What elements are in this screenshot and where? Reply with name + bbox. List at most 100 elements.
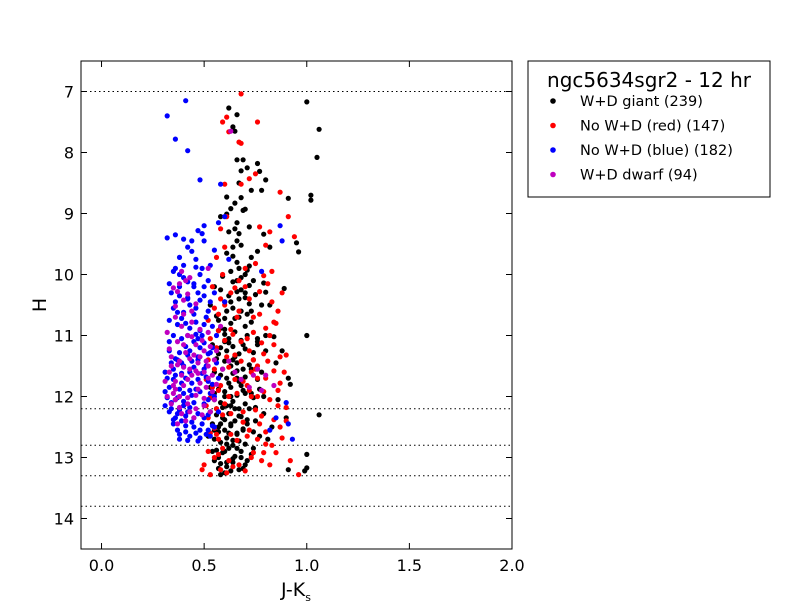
data-point	[172, 299, 178, 305]
data-point	[222, 401, 228, 407]
data-point	[240, 409, 246, 415]
data-point	[250, 445, 256, 451]
data-point	[193, 430, 199, 436]
y-tick-label: 14	[54, 510, 74, 529]
data-point	[166, 317, 172, 323]
data-point	[248, 187, 254, 193]
data-point	[238, 91, 244, 97]
data-point	[269, 442, 275, 448]
data-point	[193, 342, 199, 348]
data-point	[236, 278, 242, 284]
data-point	[179, 372, 185, 378]
data-point	[209, 323, 215, 329]
data-point	[238, 140, 244, 146]
data-point	[279, 348, 285, 354]
data-point	[193, 392, 199, 398]
data-point	[176, 431, 183, 437]
data-point	[238, 168, 244, 174]
data-point	[179, 411, 185, 417]
data-point	[205, 397, 211, 403]
data-point	[242, 401, 248, 407]
data-point	[183, 429, 189, 435]
data-point	[236, 351, 242, 357]
data-point	[181, 262, 187, 268]
data-point	[170, 332, 176, 339]
data-point	[246, 406, 252, 412]
data-point	[218, 421, 224, 427]
data-point	[176, 358, 183, 364]
data-point	[213, 431, 220, 437]
data-point	[232, 352, 238, 358]
data-point	[234, 157, 240, 163]
data-point	[218, 226, 224, 232]
data-point	[240, 419, 246, 425]
data-point	[183, 350, 189, 356]
data-point	[226, 105, 232, 111]
data-point	[185, 401, 191, 407]
data-point	[166, 346, 172, 352]
data-point	[228, 411, 234, 417]
data-point	[168, 354, 174, 360]
data-point	[166, 369, 172, 375]
data-point	[189, 334, 195, 340]
data-point	[257, 224, 263, 230]
legend-box	[527, 60, 771, 198]
data-point	[257, 311, 263, 317]
plot-area: 0.0 0.5 1.0 1.5 2.0 7 8 9 10 11 12 13 14	[54, 60, 525, 575]
data-point	[230, 442, 236, 448]
data-point	[174, 421, 181, 427]
data-point	[232, 200, 238, 206]
data-point	[201, 321, 207, 328]
data-point	[197, 427, 203, 433]
data-point	[228, 403, 234, 409]
data-point	[228, 421, 234, 427]
data-point	[170, 382, 176, 389]
data-point	[176, 393, 183, 400]
data-point	[238, 195, 244, 201]
data-point	[185, 395, 191, 401]
y-axis-label: H	[29, 298, 51, 312]
data-point	[205, 265, 211, 271]
data-point	[224, 441, 230, 447]
data-point	[254, 160, 261, 167]
data-point	[244, 421, 250, 427]
data-point	[209, 372, 215, 378]
data-point	[230, 124, 236, 130]
data-point	[224, 308, 230, 314]
data-point	[183, 423, 189, 429]
data-point	[242, 390, 248, 396]
data-point	[228, 290, 234, 296]
data-point	[187, 275, 193, 281]
data-point	[228, 268, 234, 274]
data-point	[207, 343, 213, 350]
y-tick-label: 10	[54, 266, 74, 285]
data-point	[199, 421, 205, 427]
data-point	[174, 289, 181, 295]
data-point	[164, 235, 170, 241]
data-point	[170, 285, 176, 291]
data-point	[248, 308, 254, 314]
data-point	[259, 187, 265, 193]
data-point	[287, 381, 293, 387]
data-point	[291, 234, 297, 240]
data-point	[199, 332, 205, 339]
data-point	[259, 268, 265, 274]
data-point	[162, 389, 168, 395]
data-point	[197, 271, 203, 278]
data-point	[189, 419, 195, 425]
data-point	[195, 336, 201, 342]
data-point	[209, 389, 215, 395]
data-point	[205, 427, 211, 433]
data-point	[176, 404, 183, 411]
x-tick-label: 2.0	[499, 556, 524, 575]
data-point	[242, 323, 248, 329]
data-point	[273, 450, 279, 456]
data-point	[185, 291, 191, 297]
data-point	[193, 264, 199, 270]
data-point	[170, 421, 176, 427]
data-point	[242, 290, 248, 296]
series-4	[162, 128, 277, 427]
data-point	[275, 403, 281, 409]
data-point	[220, 366, 226, 372]
data-point	[281, 369, 287, 375]
